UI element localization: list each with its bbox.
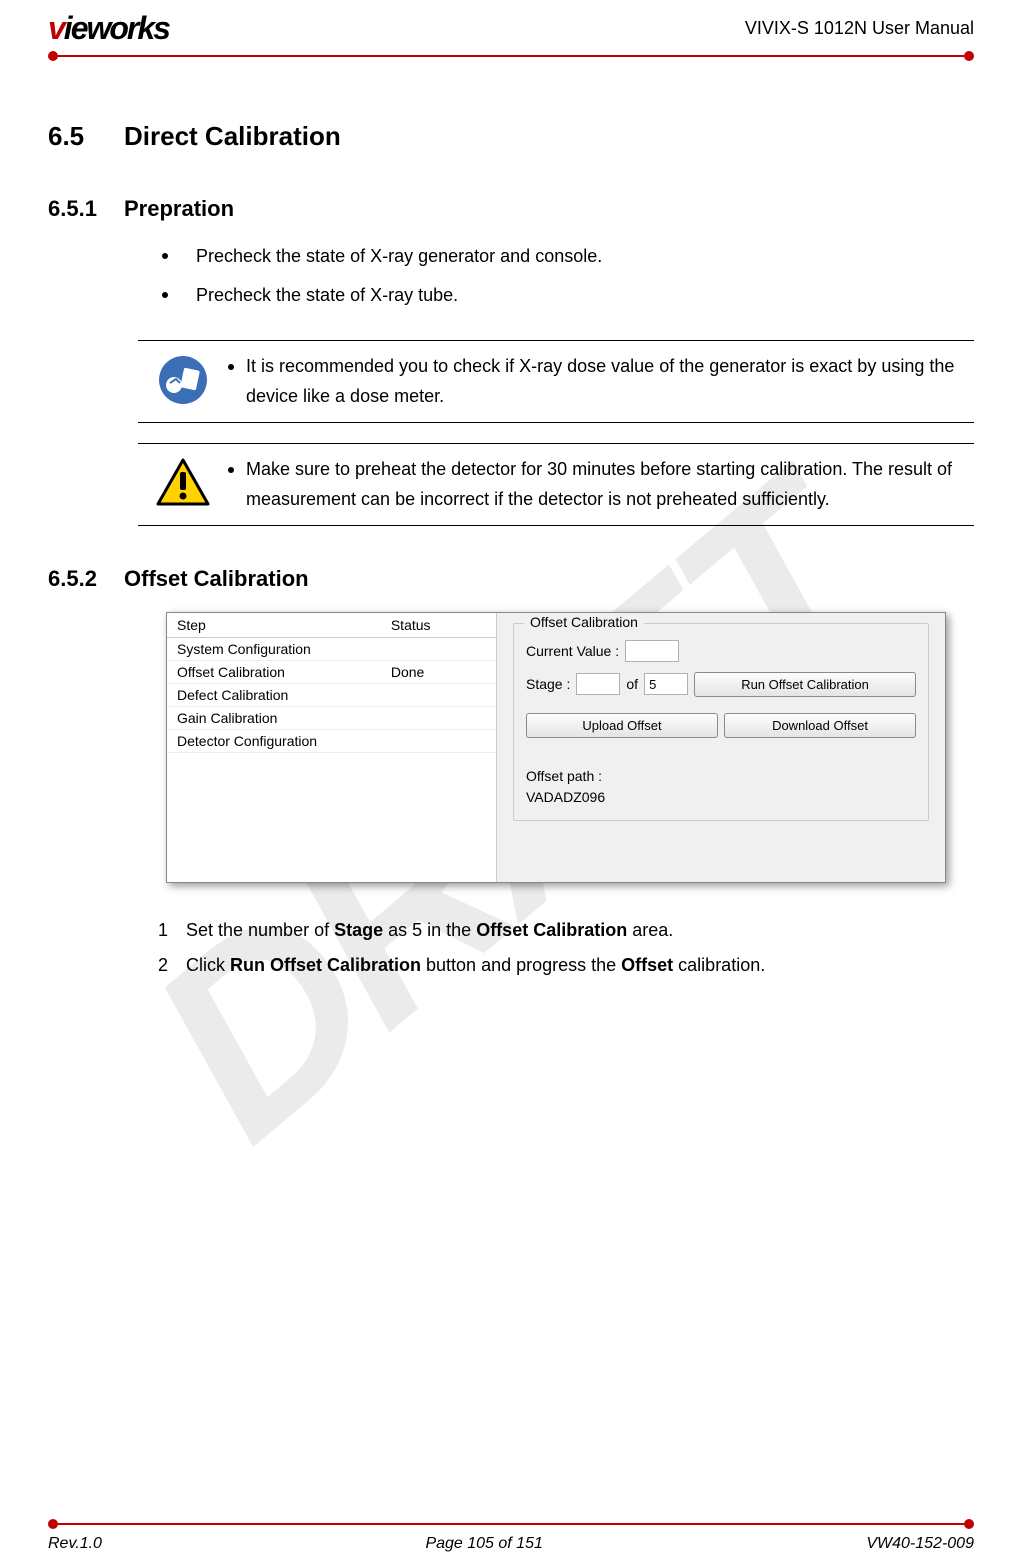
cell: System Configuration (167, 637, 381, 660)
screenshot-panel: Step Status System Configuration Offset … (166, 612, 946, 884)
step-table: Step Status System Configuration Offset … (167, 613, 497, 883)
rule-dot-icon (48, 1519, 58, 1529)
note-text: It is recommended you to check if X-ray … (246, 351, 970, 412)
step-number: 1 (158, 913, 186, 947)
cell: Done (381, 660, 496, 683)
bullet-icon (228, 364, 234, 370)
subsection-number: 6.5.1 (48, 196, 124, 222)
cell (381, 706, 496, 729)
warning-callout: Make sure to preheat the detector for 30… (138, 443, 974, 526)
subsection-title: Prepration (124, 196, 234, 221)
footer-rev: Rev.1.0 (48, 1535, 102, 1553)
list-item: 2 Click Run Offset Calibration button an… (158, 948, 974, 982)
step-number: 2 (158, 948, 186, 982)
offset-path-value: VADADZ096 (526, 787, 916, 808)
ordered-steps: 1 Set the number of Stage as 5 in the Of… (158, 913, 974, 981)
rule-dot-icon (964, 1519, 974, 1529)
logo-part1: v (48, 10, 64, 47)
offset-calibration-group: Offset Calibration Current Value : Stage… (513, 623, 929, 821)
bullet-list: Precheck the state of X-ray generator an… (162, 242, 974, 310)
cell (381, 637, 496, 660)
section-title: Direct Calibration (124, 121, 341, 151)
table-row: Detector Configuration (167, 729, 496, 752)
step-text: Click Run Offset Calibration button and … (186, 948, 765, 982)
bullet-icon (228, 467, 234, 473)
run-offset-button[interactable]: Run Offset Calibration (694, 672, 916, 697)
section-number: 6.5 (48, 121, 124, 152)
document-title: VIVIX-S 1012N User Manual (745, 18, 974, 39)
download-offset-button[interactable]: Download Offset (724, 713, 916, 738)
footer-page: Page 105 of 151 (425, 1535, 542, 1553)
group-title: Offset Calibration (524, 614, 644, 630)
rule-dot-icon (48, 51, 58, 61)
table-row: Gain Calibration (167, 706, 496, 729)
note-callout: It is recommended you to check if X-ray … (138, 340, 974, 423)
table-row: Defect Calibration (167, 683, 496, 706)
current-value-label: Current Value : (526, 643, 619, 659)
page-footer: Rev.1.0 Page 105 of 151 VW40-152-009 (48, 1519, 974, 1553)
bullet-icon (162, 253, 168, 259)
bullet-text: Precheck the state of X-ray generator an… (196, 242, 602, 271)
offset-path-label: Offset path : (526, 766, 916, 787)
header-rule (48, 51, 974, 61)
bullet-text: Precheck the state of X-ray tube. (196, 281, 458, 310)
list-item: 1 Set the number of Stage as 5 in the Of… (158, 913, 974, 947)
subsection-title: Offset Calibration (124, 566, 309, 591)
section-heading: 6.5Direct Calibration (48, 121, 974, 152)
cell: Defect Calibration (167, 683, 381, 706)
column-header: Step (167, 613, 381, 638)
cell: Gain Calibration (167, 706, 381, 729)
column-header: Status (381, 613, 496, 638)
stage-label: Stage : (526, 676, 570, 692)
logo: vieworks (48, 10, 169, 47)
upload-offset-button[interactable]: Upload Offset (526, 713, 718, 738)
cell: Detector Configuration (167, 729, 381, 752)
warning-text: Make sure to preheat the detector for 30… (246, 454, 970, 515)
list-item: Precheck the state of X-ray generator an… (162, 242, 974, 271)
subsection-heading: 6.5.2Offset Calibration (48, 566, 974, 592)
stage-total-input[interactable] (644, 673, 688, 695)
subsection-number: 6.5.2 (48, 566, 124, 592)
table-row: System Configuration (167, 637, 496, 660)
step-text: Set the number of Stage as 5 in the Offs… (186, 913, 673, 947)
cell (381, 729, 496, 752)
cell (381, 683, 496, 706)
page-header: vieworks VIVIX-S 1012N User Manual (48, 10, 974, 47)
current-value-input[interactable] (625, 640, 679, 662)
footer-code: VW40-152-009 (866, 1535, 974, 1553)
bullet-icon (162, 292, 168, 298)
stage-of-label: of (626, 676, 638, 692)
table-row: Offset CalibrationDone (167, 660, 496, 683)
list-item: Precheck the state of X-ray tube. (162, 281, 974, 310)
stage-input[interactable] (576, 673, 620, 695)
rule-dot-icon (964, 51, 974, 61)
logo-part2: ieworks (64, 10, 169, 47)
warning-icon (156, 458, 210, 506)
note-icon (158, 355, 208, 405)
subsection-heading: 6.5.1Prepration (48, 196, 974, 222)
cell: Offset Calibration (167, 660, 381, 683)
